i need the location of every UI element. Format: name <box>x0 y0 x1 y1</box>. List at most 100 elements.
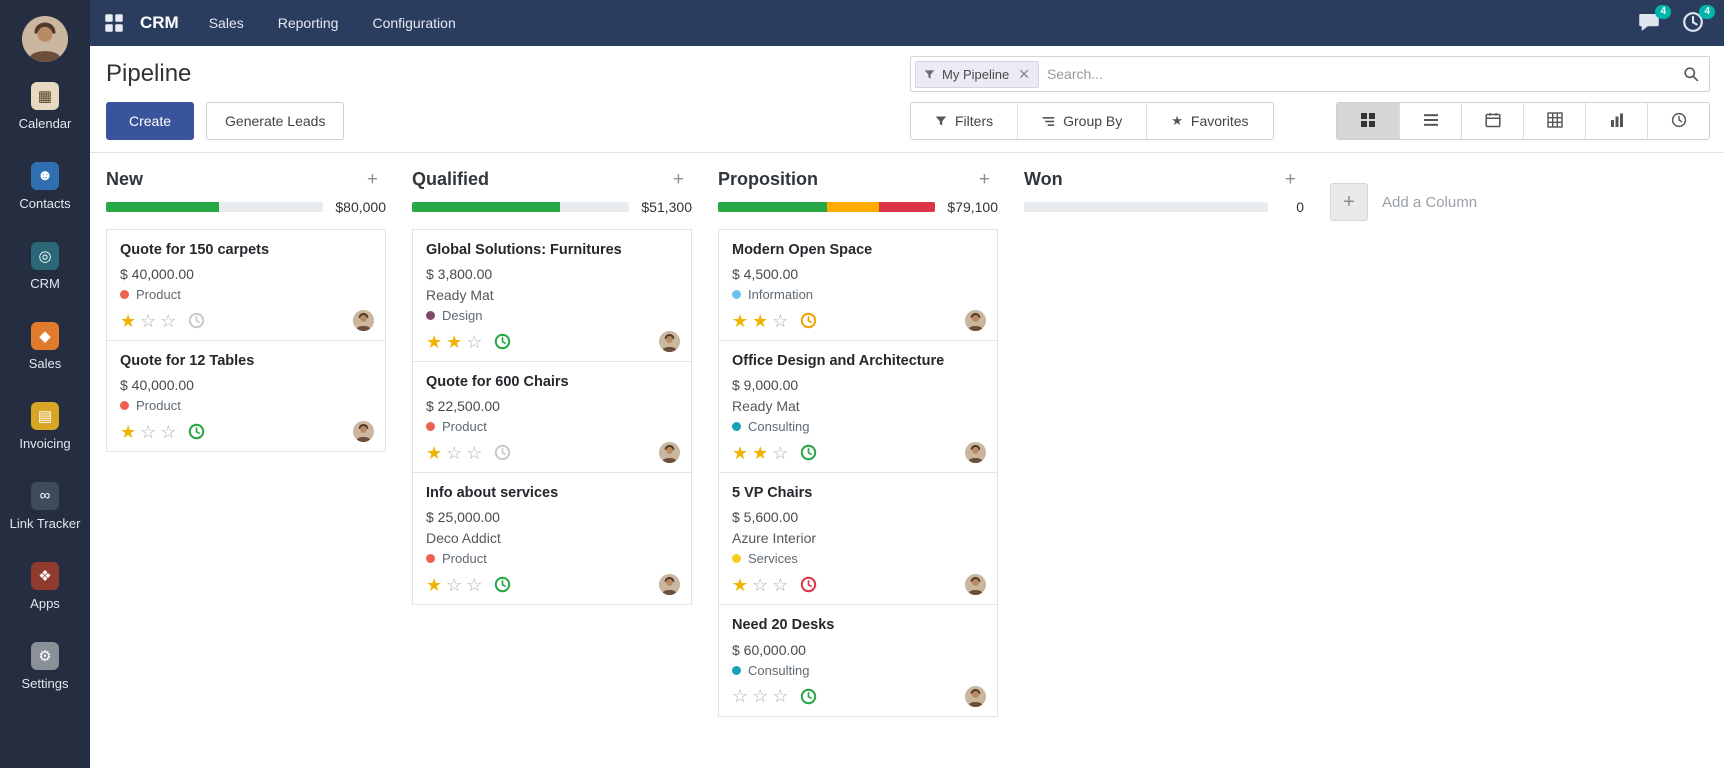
apps-menu-icon[interactable] <box>104 13 124 33</box>
star-icon[interactable]: ★ <box>732 574 749 595</box>
star-icon[interactable]: ☆ <box>160 421 177 442</box>
add-record-icon[interactable]: + <box>672 169 684 190</box>
progress-segment-success[interactable] <box>718 202 827 212</box>
salesperson-avatar[interactable] <box>659 442 680 464</box>
column-progressbar[interactable] <box>412 202 630 212</box>
activity-clock-icon[interactable] <box>494 444 511 461</box>
favorites-button[interactable]: ★ Favorites <box>1146 103 1273 139</box>
kanban-card[interactable]: Quote for 12 Tables $ 40,000.00 Product ★ ☆ ☆ <box>106 340 386 453</box>
star-icon[interactable]: ☆ <box>772 310 789 331</box>
activity-clock-icon[interactable] <box>800 688 817 705</box>
sidebar-item-settings[interactable]: ⚙ Settings <box>10 641 81 692</box>
star-icon[interactable]: ★ <box>446 331 463 352</box>
column-progressbar[interactable] <box>718 202 936 212</box>
star-icon[interactable]: ★ <box>426 331 443 352</box>
star-icon[interactable]: ☆ <box>446 442 463 463</box>
add-record-icon[interactable]: + <box>978 169 990 190</box>
star-icon[interactable]: ☆ <box>772 442 789 463</box>
search-icon[interactable] <box>1683 66 1699 82</box>
activity-clock-icon[interactable] <box>494 576 511 593</box>
star-icon[interactable]: ★ <box>120 421 137 442</box>
kanban-card[interactable]: Quote for 150 carpets $ 40,000.00 Product ★… <box>106 229 386 342</box>
star-icon[interactable]: ☆ <box>752 686 769 706</box>
remove-facet-icon[interactable]: ✕ <box>1018 65 1030 82</box>
kanban-card[interactable]: 5 VP Chairs $ 5,600.00 Azure Interior Servi… <box>718 472 998 606</box>
activities-icon[interactable]: 4 <box>1682 5 1715 35</box>
menu-reporting[interactable]: Reporting <box>277 15 339 31</box>
star-icon[interactable]: ★ <box>426 574 443 595</box>
sidebar-item-invoicing[interactable]: ▤ Invoicing <box>10 401 81 452</box>
search-bar[interactable]: My Pipeline ✕ <box>910 56 1710 92</box>
kanban-card[interactable]: Office Design and Architecture $ 9,000.00… <box>718 340 998 474</box>
menu-sales[interactable]: Sales <box>208 15 244 31</box>
filters-button[interactable]: Filters <box>911 103 1018 139</box>
generate-leads-button[interactable]: Generate Leads <box>206 102 345 140</box>
salesperson-avatar[interactable] <box>659 331 680 353</box>
star-icon[interactable]: ☆ <box>446 574 463 595</box>
menu-configuration[interactable]: Configuration <box>372 15 456 31</box>
add-column-button[interactable]: + <box>1330 183 1368 221</box>
star-icon[interactable]: ☆ <box>140 421 157 442</box>
activity-clock-icon[interactable] <box>800 576 817 593</box>
star-icon[interactable]: ☆ <box>466 442 483 463</box>
activity-clock-icon[interactable] <box>800 444 817 461</box>
sidebar-item-sales[interactable]: ◆ Sales <box>10 321 81 372</box>
activity-clock-icon[interactable] <box>188 312 205 329</box>
progress-segment-danger[interactable] <box>878 202 936 212</box>
star-icon[interactable]: ☆ <box>772 686 789 706</box>
add-record-icon[interactable]: + <box>366 169 378 190</box>
activity-clock-icon[interactable] <box>494 333 511 350</box>
salesperson-avatar[interactable] <box>965 442 986 464</box>
star-icon[interactable]: ☆ <box>140 310 157 331</box>
star-icon[interactable]: ★ <box>120 310 137 331</box>
star-icon[interactable]: ☆ <box>732 686 749 706</box>
star-icon[interactable]: ☆ <box>752 574 769 595</box>
activity-clock-icon[interactable] <box>800 312 817 329</box>
sidebar-item-calendar[interactable]: ▦ Calendar <box>10 82 81 132</box>
view-switcher-calendar[interactable] <box>1461 103 1523 139</box>
add-record-icon[interactable]: + <box>1284 169 1296 190</box>
search-facet-my-pipeline[interactable]: My Pipeline ✕ <box>915 60 1039 88</box>
search-input[interactable] <box>1038 66 1683 82</box>
salesperson-avatar[interactable] <box>965 574 986 596</box>
salesperson-avatar[interactable] <box>965 310 986 332</box>
kanban-card[interactable]: Modern Open Space $ 4,500.00 Information ★ ★… <box>718 229 998 342</box>
messages-icon[interactable]: 4 <box>1638 5 1671 35</box>
star-icon[interactable]: ★ <box>752 310 769 331</box>
salesperson-avatar[interactable] <box>965 685 986 707</box>
add-column-label[interactable]: Add a Column <box>1382 193 1478 211</box>
star-icon[interactable]: ★ <box>752 442 769 463</box>
group-by-button[interactable]: Group By <box>1017 103 1147 139</box>
kanban-card[interactable]: Global Solutions: Furnitures $ 3,800.00 Re… <box>412 229 692 363</box>
view-switcher-kanban[interactable] <box>1337 103 1399 139</box>
sidebar-item-apps[interactable]: ❖ Apps <box>10 561 81 612</box>
salesperson-avatar[interactable] <box>353 310 374 332</box>
sidebar-item-crm[interactable]: ◎ CRM <box>10 241 81 292</box>
column-progressbar[interactable] <box>1024 202 1268 212</box>
view-switcher-activity[interactable] <box>1647 103 1709 139</box>
salesperson-avatar[interactable] <box>353 421 374 443</box>
user-avatar[interactable] <box>22 16 68 62</box>
kanban-card[interactable]: Quote for 600 Chairs $ 22,500.00 Product ★ ☆… <box>412 361 692 474</box>
progress-segment-warning[interactable] <box>826 202 879 212</box>
star-icon[interactable]: ☆ <box>160 310 177 331</box>
view-switcher-graph[interactable] <box>1585 103 1647 139</box>
view-switcher-list[interactable] <box>1399 103 1461 139</box>
view-switcher-pivot[interactable] <box>1523 103 1585 139</box>
kanban-card[interactable]: Info about services $ 25,000.00 Deco Addic… <box>412 472 692 606</box>
star-icon[interactable]: ★ <box>732 310 749 331</box>
star-icon[interactable]: ☆ <box>466 331 483 352</box>
star-icon[interactable]: ☆ <box>466 574 483 595</box>
activity-clock-icon[interactable] <box>188 423 205 440</box>
star-icon[interactable]: ★ <box>426 442 443 463</box>
sidebar-item-link-tracker[interactable]: ∞ Link Tracker <box>10 481 80 532</box>
star-icon[interactable]: ★ <box>732 442 749 463</box>
kanban-card[interactable]: Need 20 Desks $ 60,000.00 Consulting ☆ ☆ ☆ <box>718 604 998 717</box>
app-name[interactable]: CRM <box>140 13 179 32</box>
sidebar-item-contacts[interactable]: ☻ Contacts <box>10 161 81 212</box>
progress-segment-success[interactable] <box>412 202 560 212</box>
column-progressbar[interactable] <box>106 202 324 212</box>
salesperson-avatar[interactable] <box>659 574 680 596</box>
create-button[interactable]: Create <box>106 102 195 140</box>
progress-segment-success[interactable] <box>106 202 220 212</box>
